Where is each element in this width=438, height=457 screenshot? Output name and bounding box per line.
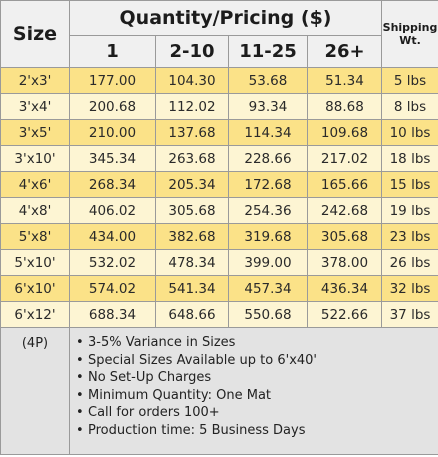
weight-cell: 5 lbs — [381, 67, 438, 94]
price-cell: 242.68 — [306, 197, 383, 224]
price-cell: 648.66 — [155, 301, 229, 328]
weight-cell: 26 lbs — [381, 249, 438, 276]
price-cell: 378.00 — [306, 249, 383, 276]
size-cell: 3'x4' — [0, 93, 70, 120]
price-cell: 382.68 — [155, 223, 229, 250]
price-cell: 210.00 — [69, 119, 156, 146]
price-cell: 434.00 — [69, 223, 156, 250]
note-item: Production time: 5 Business Days — [76, 422, 438, 440]
note-item: 3-5% Variance in Sizes — [76, 334, 438, 352]
price-cell: 457.34 — [228, 275, 308, 302]
tier-header-1: 1 — [69, 35, 156, 68]
size-cell: 3'x5' — [0, 119, 70, 146]
price-cell: 268.34 — [69, 171, 156, 198]
price-cell: 541.34 — [155, 275, 229, 302]
table-row: 6'x10' 574.02 541.34 457.34 436.34 32 lb… — [0, 275, 438, 302]
weight-cell: 37 lbs — [381, 301, 438, 328]
price-cell: 205.34 — [155, 171, 229, 198]
price-cell: 200.68 — [69, 93, 156, 120]
price-cell: 104.30 — [155, 67, 229, 94]
price-cell: 254.36 — [228, 197, 308, 224]
table-row: 4'x6' 268.34 205.34 172.68 165.66 15 lbs — [0, 171, 438, 198]
quantity-pricing-header: Quantity/Pricing ($) — [68, 0, 383, 36]
price-cell: 478.34 — [155, 249, 229, 276]
price-cell: 305.68 — [155, 197, 229, 224]
table-row: 2'x3' 177.00 104.30 53.68 51.34 5 lbs — [0, 67, 438, 94]
size-cell: 2'x3' — [0, 67, 70, 94]
size-header: Size — [0, 0, 70, 68]
shipping-header-line1: Shipping — [382, 21, 438, 34]
price-cell: 51.34 — [306, 67, 383, 94]
price-cell: 88.68 — [306, 93, 383, 120]
table-row: 3'x10' 345.34 263.68 228.66 217.02 18 lb… — [0, 145, 438, 172]
notes-cell: 3-5% Variance in Sizes Special Sizes Ava… — [68, 327, 438, 455]
price-cell: 109.68 — [306, 119, 383, 146]
table-row: 5'x10' 532.02 478.34 399.00 378.00 26 lb… — [0, 249, 438, 276]
table-row: 6'x12' 688.34 648.66 550.68 522.66 37 lb… — [0, 301, 438, 328]
price-cell: 319.68 — [228, 223, 308, 250]
product-code: (4P) — [0, 327, 70, 455]
tier-header-26-plus: 26+ — [306, 35, 383, 68]
price-cell: 436.34 — [306, 275, 383, 302]
weight-cell: 23 lbs — [381, 223, 438, 250]
table-row: 5'x8' 434.00 382.68 319.68 305.68 23 lbs — [0, 223, 438, 250]
notes-list: 3-5% Variance in Sizes Special Sizes Ava… — [70, 328, 438, 439]
size-cell: 4'x8' — [0, 197, 70, 224]
note-item: Special Sizes Available up to 6'x40' — [76, 352, 438, 370]
price-cell: 112.02 — [155, 93, 229, 120]
price-cell: 522.66 — [306, 301, 383, 328]
table-row: 3'x4' 200.68 112.02 93.34 88.68 8 lbs — [0, 93, 438, 120]
note-item: No Set-Up Charges — [76, 369, 438, 387]
weight-cell: 32 lbs — [381, 275, 438, 302]
price-cell: 345.34 — [69, 145, 156, 172]
price-cell: 399.00 — [228, 249, 308, 276]
table-row: 4'x8' 406.02 305.68 254.36 242.68 19 lbs — [0, 197, 438, 224]
price-cell: 550.68 — [228, 301, 308, 328]
price-cell: 688.34 — [69, 301, 156, 328]
price-cell: 217.02 — [306, 145, 383, 172]
shipping-header-line2: Wt. — [399, 34, 421, 47]
price-cell: 177.00 — [69, 67, 156, 94]
price-cell: 165.66 — [306, 171, 383, 198]
weight-cell: 15 lbs — [381, 171, 438, 198]
price-cell: 406.02 — [69, 197, 156, 224]
size-cell: 3'x10' — [0, 145, 70, 172]
notes-row: (4P) 3-5% Variance in Sizes Special Size… — [0, 327, 438, 455]
price-cell: 93.34 — [228, 93, 308, 120]
price-cell: 574.02 — [69, 275, 156, 302]
price-cell: 305.68 — [306, 223, 383, 250]
price-cell: 532.02 — [69, 249, 156, 276]
price-cell: 53.68 — [228, 67, 308, 94]
size-cell: 6'x12' — [0, 301, 70, 328]
weight-cell: 8 lbs — [381, 93, 438, 120]
size-cell: 5'x10' — [0, 249, 70, 276]
shipping-weight-header: Shipping Wt. — [381, 0, 438, 68]
weight-cell: 10 lbs — [381, 119, 438, 146]
note-item: Minimum Quantity: One Mat — [76, 387, 438, 405]
weight-cell: 18 lbs — [381, 145, 438, 172]
tier-header-11-25: 11-25 — [228, 35, 308, 68]
tier-header-2-10: 2-10 — [155, 35, 229, 68]
price-cell: 172.68 — [228, 171, 308, 198]
size-cell: 5'x8' — [0, 223, 70, 250]
price-cell: 263.68 — [155, 145, 229, 172]
size-cell: 4'x6' — [0, 171, 70, 198]
size-cell: 6'x10' — [0, 275, 70, 302]
price-cell: 114.34 — [228, 119, 308, 146]
price-cell: 137.68 — [155, 119, 229, 146]
price-cell: 228.66 — [228, 145, 308, 172]
table-row: 3'x5' 210.00 137.68 114.34 109.68 10 lbs — [0, 119, 438, 146]
weight-cell: 19 lbs — [381, 197, 438, 224]
note-item: Call for orders 100+ — [76, 404, 438, 422]
